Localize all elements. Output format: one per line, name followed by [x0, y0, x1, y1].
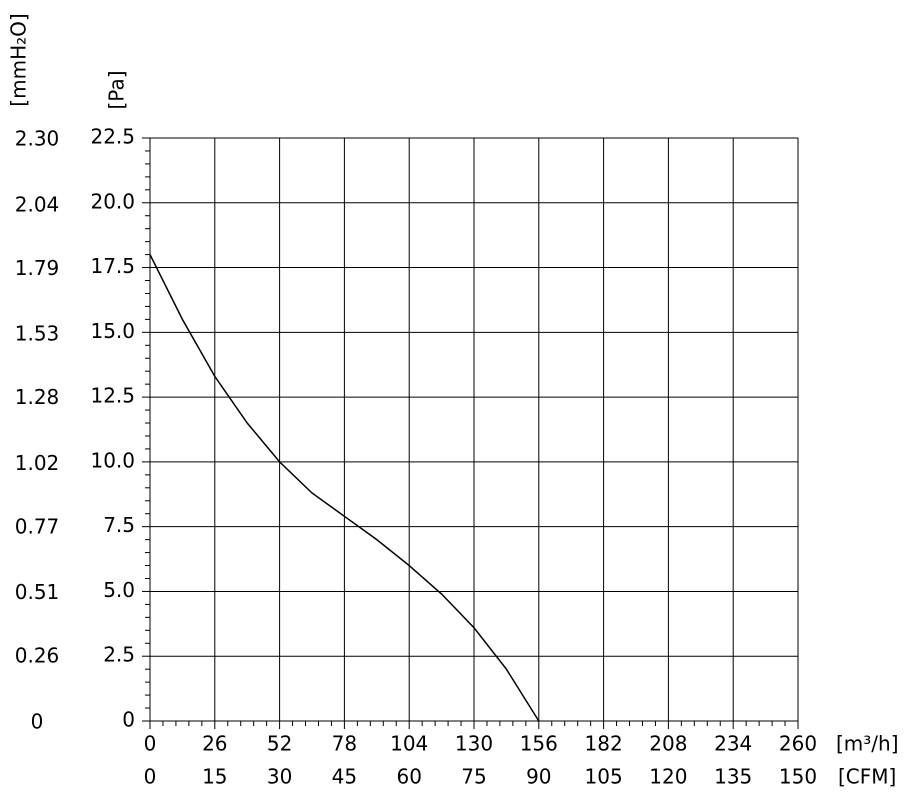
- y2-tick-label: 0: [31, 710, 44, 734]
- x2-tick-label: 135: [714, 765, 752, 789]
- y-tick-label: 5.0: [103, 578, 135, 602]
- x-tick-label: 26: [202, 732, 227, 756]
- x2-tick-label: 0: [144, 765, 157, 789]
- x-tick-label: 156: [520, 732, 558, 756]
- y2-tick-label: 0.51: [15, 580, 60, 604]
- x2-tick-label: 120: [649, 765, 687, 789]
- y2-tick-label: 0.77: [15, 514, 60, 538]
- x-tick-label: 130: [455, 732, 493, 756]
- x2-tick-label: 30: [267, 765, 292, 789]
- x2-tick-label: 150: [779, 765, 817, 789]
- x2-tick-label: 90: [526, 765, 551, 789]
- y2-tick-label: 2.04: [15, 192, 60, 216]
- y-axis-label: [Pa]: [105, 70, 129, 109]
- x-tick-label: 78: [332, 732, 357, 756]
- y-tick-label: 17.5: [90, 254, 135, 278]
- y2-tick-label: 2.30: [15, 127, 60, 151]
- x2-tick-label: 105: [585, 765, 623, 789]
- y2-axis-label: [mmH₂O]: [7, 13, 31, 106]
- y2-tick-label: 1.79: [15, 256, 60, 280]
- y-tick-label: 7.5: [103, 513, 135, 537]
- y-tick-label: 2.5: [103, 643, 135, 667]
- x-tick-label: 208: [649, 732, 687, 756]
- x-tick-label: 182: [585, 732, 623, 756]
- x-tick-label: 234: [714, 732, 752, 756]
- y-tick-label: 12.5: [90, 384, 135, 408]
- y-tick-label: 10.0: [90, 448, 135, 472]
- curve: [149, 254, 540, 722]
- x2-tick-label: 15: [202, 765, 227, 789]
- x-tick-label: 0: [144, 732, 157, 756]
- x2-tick-label: 45: [332, 765, 357, 789]
- x2-axis-label: [CFM]: [838, 765, 896, 789]
- x2-tick-label: 60: [396, 765, 421, 789]
- x-tick-label: 260: [779, 732, 817, 756]
- y2-tick-label: 1.02: [15, 451, 60, 475]
- x-tick-label: 104: [390, 732, 428, 756]
- y-tick-label: 20.0: [90, 189, 135, 213]
- y-tick-label: 22.5: [90, 125, 135, 149]
- y2-tick-label: 1.53: [15, 322, 60, 346]
- y2-tick-label: 1.28: [15, 385, 60, 409]
- x-axis-label: [m³/h]: [836, 732, 899, 756]
- x-tick-label: 52: [267, 732, 292, 756]
- x2-tick-label: 75: [461, 765, 486, 789]
- y2-tick-label: 0.26: [15, 644, 60, 668]
- y-tick-label: 15.0: [90, 319, 135, 343]
- y-tick-label: 0: [122, 708, 135, 732]
